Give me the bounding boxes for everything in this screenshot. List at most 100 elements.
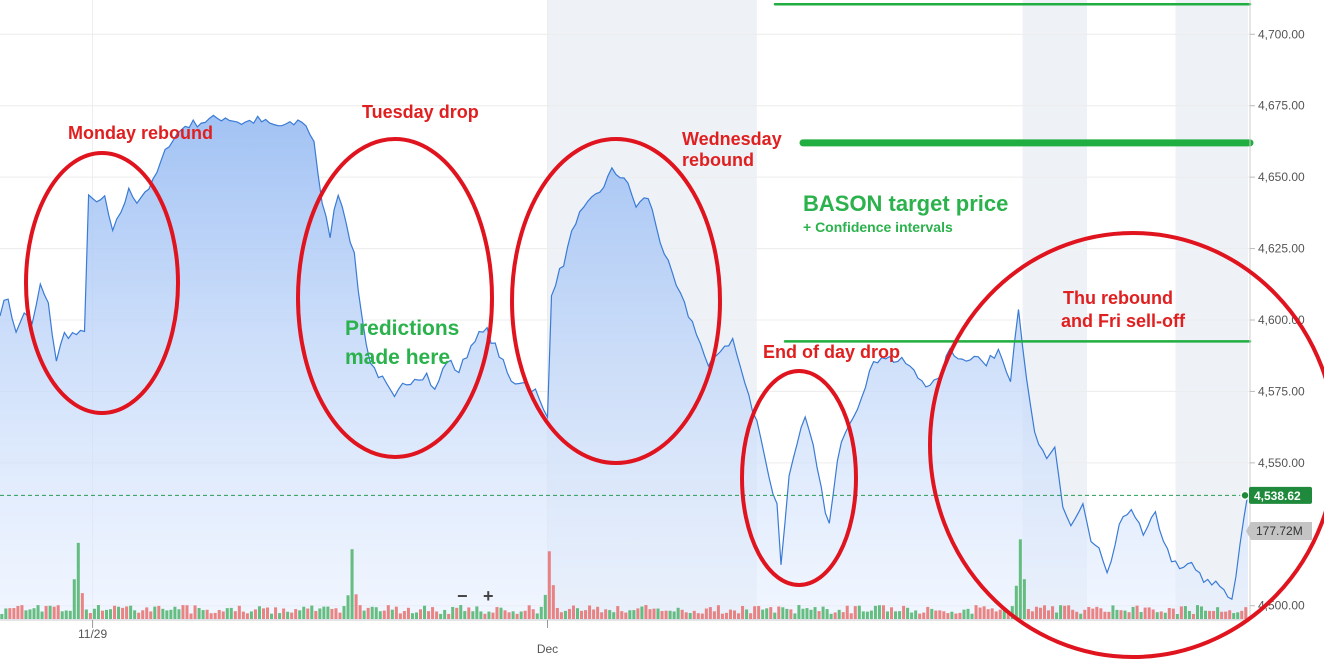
wednesday-label-line2: rebound xyxy=(682,150,754,170)
volume-bar xyxy=(608,610,612,619)
volume-bar xyxy=(233,611,237,619)
bason-subtitle: + Confidence intervals xyxy=(803,219,953,235)
volume-bar xyxy=(0,613,4,619)
zoom-in-button[interactable]: + xyxy=(483,586,494,606)
price-line xyxy=(0,114,1249,601)
volume-bar xyxy=(833,612,837,619)
volume-bar xyxy=(894,611,898,619)
volume-bar xyxy=(1167,608,1171,619)
volume-bar xyxy=(749,613,753,619)
volume-bar xyxy=(1171,608,1175,619)
last-price-badge: 4,538.62 xyxy=(1240,486,1312,504)
monday-label: Monday rebound xyxy=(68,123,213,143)
volume-bar xyxy=(378,611,382,619)
volume-bar xyxy=(660,611,664,619)
annotation-circles xyxy=(24,137,1324,659)
volume-bar xyxy=(334,608,338,619)
volume-bar xyxy=(902,605,906,619)
volume-bar xyxy=(930,608,934,619)
volume-bar xyxy=(680,609,684,619)
volume-bar xyxy=(261,608,266,619)
volume-bar xyxy=(1042,605,1047,619)
volume-bar xyxy=(4,608,8,619)
volume-bar xyxy=(221,611,225,619)
volume-bar xyxy=(535,613,539,619)
volume-bar xyxy=(1047,610,1051,619)
zoom-out-button[interactable]: − xyxy=(457,586,468,606)
volume-bar xyxy=(48,605,52,619)
volume-bar xyxy=(1147,607,1151,619)
volume-bar xyxy=(294,609,298,619)
volume-bar xyxy=(640,606,644,619)
volume-bar xyxy=(632,610,636,619)
volume-bar xyxy=(543,594,547,619)
volume-bar xyxy=(92,608,96,619)
volume-bar xyxy=(229,607,233,619)
volume-bar xyxy=(1014,585,1018,619)
target-lines xyxy=(773,3,1254,343)
volume-bar xyxy=(958,612,962,619)
volume-bar xyxy=(1055,612,1059,619)
volume-bar xyxy=(885,611,890,619)
volume-badge: 177.72M xyxy=(1246,522,1312,540)
volume-bar xyxy=(950,611,954,619)
volume-bar xyxy=(1208,610,1212,619)
volume-bar xyxy=(914,610,918,619)
volume-bar xyxy=(1131,606,1135,619)
volume-bar xyxy=(278,613,282,619)
predictions-label-line2: made here xyxy=(345,346,450,369)
volume-bar xyxy=(418,609,423,619)
volume-bar xyxy=(551,585,555,619)
volume-bar xyxy=(849,613,853,619)
volume-bar xyxy=(1030,611,1034,619)
volume-bar xyxy=(1127,612,1131,619)
y-tick-label-0: 4,700.00 xyxy=(1258,27,1305,41)
volume-bar xyxy=(382,610,386,619)
volume-bar xyxy=(990,608,994,619)
volume-bar xyxy=(290,612,294,619)
volume-bar xyxy=(1151,609,1155,619)
volume-bar xyxy=(817,611,821,619)
volume-bar xyxy=(934,610,938,619)
volume-bar xyxy=(414,612,418,619)
volume-bar xyxy=(362,610,366,619)
volume-bar xyxy=(1224,611,1228,619)
volume-bar xyxy=(1091,608,1095,619)
volume-bar xyxy=(129,605,133,619)
volume-bar xyxy=(511,611,515,619)
volume-bar xyxy=(1075,611,1079,619)
volume-bar xyxy=(688,613,692,619)
volume-bar xyxy=(44,605,48,619)
volume-bar xyxy=(515,613,519,619)
volume-bar xyxy=(592,609,596,619)
volume-bar xyxy=(358,605,362,619)
volume-bar xyxy=(732,610,737,619)
end-of-day-label: End of day drop xyxy=(763,342,900,362)
volume-bar xyxy=(1191,613,1195,619)
volume-bar xyxy=(479,611,483,619)
volume-bar xyxy=(942,611,946,619)
volume-bar xyxy=(970,613,974,619)
volume-bar xyxy=(467,607,471,619)
volume-bar xyxy=(1199,606,1204,619)
volume-bar xyxy=(487,611,491,619)
volume-bar xyxy=(189,613,193,619)
volume-bar xyxy=(64,610,68,619)
volume-bar xyxy=(8,608,12,619)
volume-bar xyxy=(1187,610,1191,619)
volume-bar xyxy=(197,608,201,619)
volume-bar xyxy=(954,613,958,619)
volume-bar xyxy=(986,609,990,619)
volume-bar xyxy=(648,609,652,619)
volume-bar xyxy=(249,611,253,619)
volume-bar xyxy=(998,609,1002,619)
volume-bar xyxy=(676,607,680,619)
volume-bar xyxy=(628,610,632,619)
volume-bar xyxy=(1212,610,1216,619)
volume-bar xyxy=(797,605,801,619)
volume-bar xyxy=(241,611,245,619)
volume-bar xyxy=(370,606,374,619)
volume-bar xyxy=(724,612,728,619)
volume-bar xyxy=(1010,606,1014,619)
